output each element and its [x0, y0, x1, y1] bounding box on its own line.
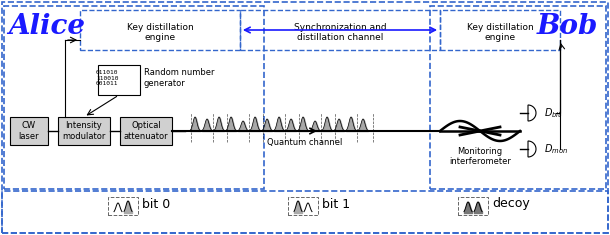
Text: Optical
attenuator: Optical attenuator [124, 121, 168, 141]
Polygon shape [528, 105, 536, 121]
Text: Random number
generator: Random number generator [144, 68, 215, 88]
Text: decoy: decoy [492, 197, 529, 211]
Text: Bob: Bob [537, 13, 598, 40]
Text: $D_{bit}$: $D_{bit}$ [544, 106, 562, 120]
Text: Quantum channel: Quantum channel [267, 138, 343, 147]
Text: Intensity
modulator: Intensity modulator [62, 121, 106, 141]
FancyBboxPatch shape [58, 117, 110, 145]
FancyBboxPatch shape [98, 65, 140, 95]
FancyBboxPatch shape [120, 117, 172, 145]
Text: CW
laser: CW laser [19, 121, 39, 141]
Text: 011010
110010
001011: 011010 110010 001011 [96, 70, 118, 86]
Text: Key distillation
engine: Key distillation engine [467, 23, 533, 42]
Polygon shape [528, 141, 536, 157]
Text: Alice: Alice [8, 13, 85, 40]
Text: bit 0: bit 0 [142, 197, 170, 211]
Text: bit 1: bit 1 [322, 197, 350, 211]
Text: Synchronization and
distillation channel: Synchronization and distillation channel [293, 23, 386, 42]
Text: $D_{mon}$: $D_{mon}$ [544, 142, 568, 156]
Text: Key distillation
engine: Key distillation engine [127, 23, 193, 42]
Text: Monitoring
interferometer: Monitoring interferometer [449, 147, 511, 166]
FancyBboxPatch shape [10, 117, 48, 145]
